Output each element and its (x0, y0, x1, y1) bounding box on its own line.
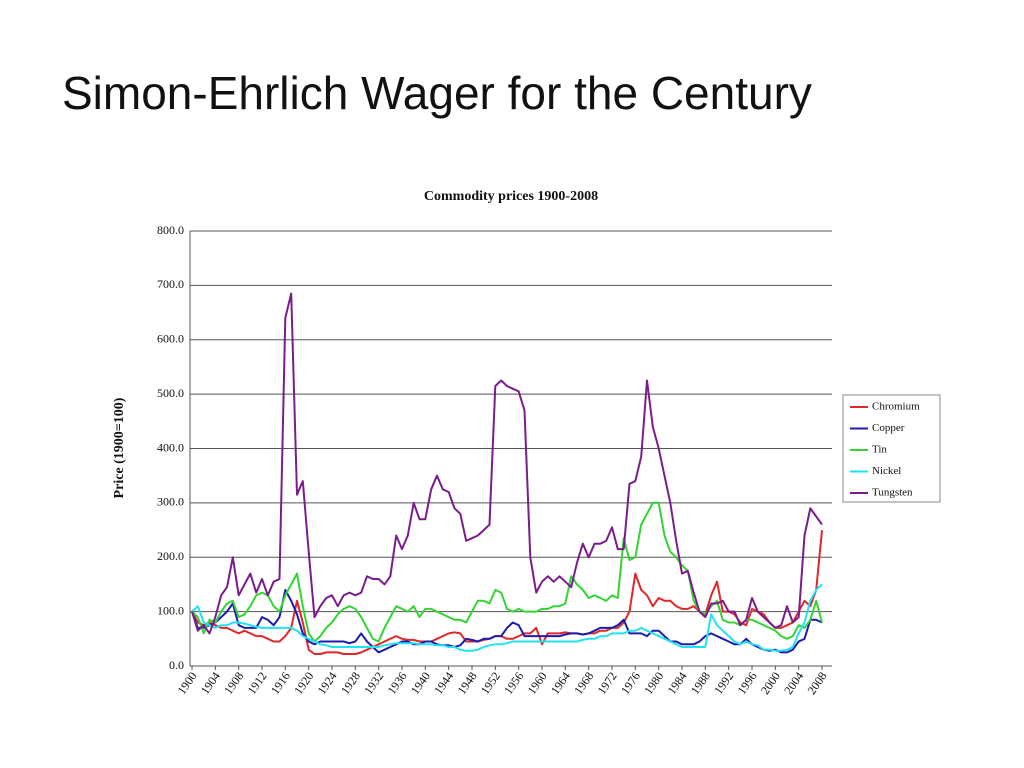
legend-label: Tungsten (872, 487, 913, 499)
series-line (191, 501, 823, 643)
x-tick-label: 1972 (594, 669, 619, 697)
x-tick-label: 1968 (571, 669, 596, 697)
chart-title: Commodity prices 1900-2008 (424, 189, 598, 204)
x-tick-label: 1908 (221, 669, 246, 697)
x-tick-label: 1924 (314, 669, 339, 697)
y-tick-label: 600.0 (157, 332, 184, 346)
x-tick-label: 2008 (804, 669, 829, 697)
x-tick-label: 1948 (454, 669, 479, 697)
y-tick-label: 800.0 (157, 223, 184, 237)
x-tick-label: 1980 (641, 669, 666, 697)
x-tick-label: 1960 (524, 669, 549, 697)
y-tick-label: 400.0 (157, 440, 184, 454)
x-tick-label: 1956 (501, 669, 526, 697)
x-tick-label: 1996 (734, 669, 759, 697)
x-tick-label: 1988 (688, 669, 713, 697)
legend-label: Tin (872, 444, 887, 456)
x-tick-label: 1992 (711, 669, 736, 697)
x-tick-label: 1932 (361, 669, 386, 697)
x-tick-label: 1928 (338, 669, 363, 697)
x-tick-label: 1900 (174, 669, 199, 697)
slide-title: Simon-Ehrlich Wager for the Century (62, 67, 812, 119)
y-axis-label: Price (1900=100) (112, 397, 127, 498)
x-tick-label: 1920 (291, 669, 316, 697)
series-line (191, 292, 823, 635)
y-tick-label: 200.0 (157, 549, 184, 563)
x-tick-label: 2000 (758, 669, 783, 697)
series-line (191, 583, 823, 652)
x-tick-label: 1916 (268, 669, 293, 697)
y-tick-label: 100.0 (157, 603, 184, 617)
legend-box (842, 394, 941, 503)
x-tick-label: 1984 (664, 669, 689, 697)
series-line (191, 588, 823, 654)
x-tick-label: 2004 (781, 669, 806, 697)
x-tick-label: 1940 (408, 669, 433, 697)
y-tick-label: 300.0 (157, 495, 184, 509)
x-tick-label: 1936 (384, 669, 409, 697)
x-tick-label: 1912 (244, 669, 269, 697)
x-tick-label: 1952 (478, 669, 503, 697)
legend-label: Copper (872, 422, 905, 434)
y-tick-label: 0.0 (169, 658, 184, 672)
y-tick-label: 500.0 (157, 386, 184, 400)
legend-label: Chromium (872, 401, 920, 413)
legend-label: Nickel (872, 465, 901, 477)
x-tick-label: 1976 (618, 669, 643, 697)
series-line (191, 530, 823, 655)
x-tick-label: 1964 (548, 669, 573, 697)
y-tick-label: 700.0 (157, 277, 184, 291)
x-tick-label: 1944 (431, 669, 456, 697)
x-tick-label: 1904 (198, 669, 223, 697)
